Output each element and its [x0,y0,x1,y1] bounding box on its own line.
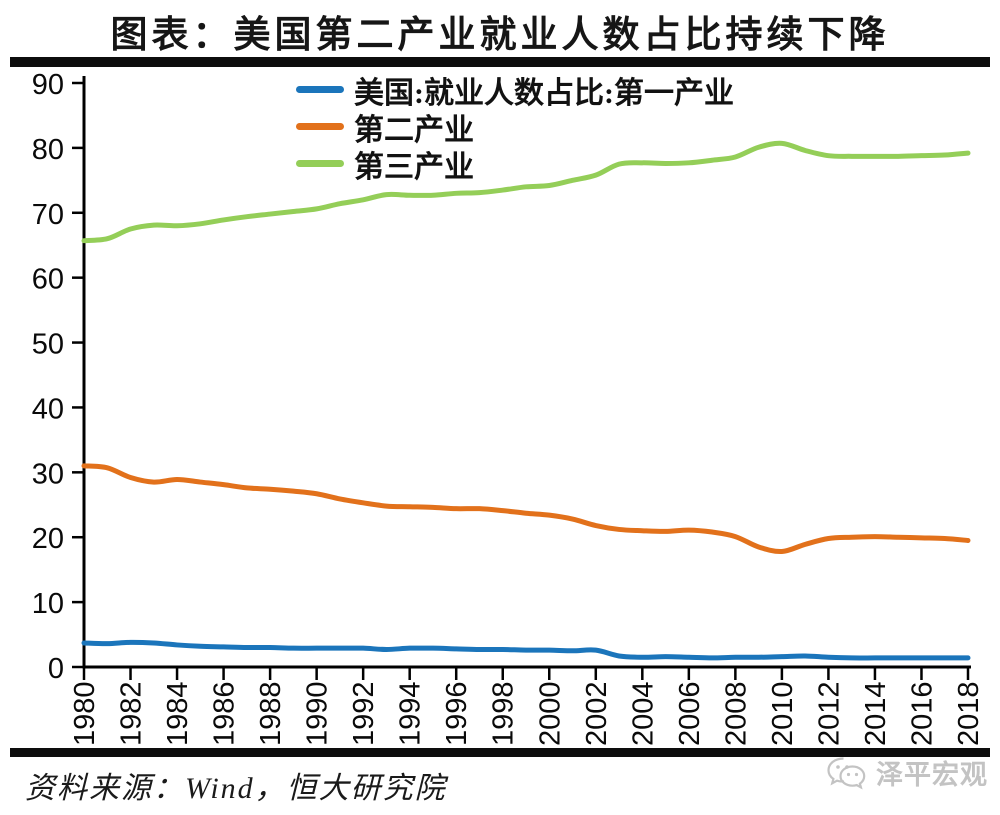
svg-text:1980: 1980 [69,681,101,746]
svg-text:2008: 2008 [720,681,752,746]
svg-text:2002: 2002 [581,681,613,746]
watermark: 泽平宏观 [826,753,988,792]
svg-text:80: 80 [32,134,64,166]
svg-text:1998: 1998 [488,681,520,746]
svg-text:2016: 2016 [906,681,938,746]
svg-text:1984: 1984 [162,681,194,746]
svg-text:0: 0 [48,653,64,685]
legend-item-primary: 美国:就业人数占比:第一产业 [296,71,734,110]
svg-text:20: 20 [32,523,64,555]
chart-legend: 美国:就业人数占比:第一产业 第二产业 第三产业 [296,71,734,184]
legend-swatch-secondary [296,123,344,130]
svg-text:2018: 2018 [953,681,985,746]
svg-text:1992: 1992 [348,681,380,746]
svg-text:60: 60 [32,264,64,296]
legend-swatch-primary [296,86,344,93]
legend-swatch-tertiary [296,160,344,167]
legend-label-tertiary: 第三产业 [354,150,474,184]
svg-text:2004: 2004 [627,681,659,746]
svg-text:1982: 1982 [116,681,148,746]
svg-text:90: 90 [32,69,64,101]
wechat-icon [827,756,866,789]
svg-text:2010: 2010 [767,681,799,746]
chart-title: 图表：美国第二产业就业人数占比持续下降 [110,15,890,56]
svg-text:30: 30 [32,458,64,490]
svg-text:1990: 1990 [302,681,334,746]
svg-text:70: 70 [32,199,64,231]
svg-text:1996: 1996 [441,681,473,746]
svg-text:1986: 1986 [209,681,241,746]
svg-text:2014: 2014 [860,681,892,746]
svg-text:2006: 2006 [674,681,706,746]
legend-item-secondary: 第二产业 [296,108,734,147]
legend-label-secondary: 第二产业 [354,113,474,147]
bottom-divider-bar [10,748,990,757]
legend-label-primary: 美国:就业人数占比:第一产业 [354,76,734,110]
svg-text:10: 10 [32,588,64,620]
svg-text:40: 40 [32,393,64,425]
svg-text:2000: 2000 [534,681,566,746]
svg-text:2012: 2012 [813,681,845,746]
top-divider-bar [10,57,990,67]
watermark-text: 泽平宏观 [876,760,988,790]
svg-text:50: 50 [32,329,64,361]
svg-text:1994: 1994 [395,681,427,746]
svg-text:1988: 1988 [255,681,287,746]
source-note: 资料来源：Wind，恒大研究院 [25,772,447,805]
legend-item-tertiary: 第三产业 [296,145,734,184]
